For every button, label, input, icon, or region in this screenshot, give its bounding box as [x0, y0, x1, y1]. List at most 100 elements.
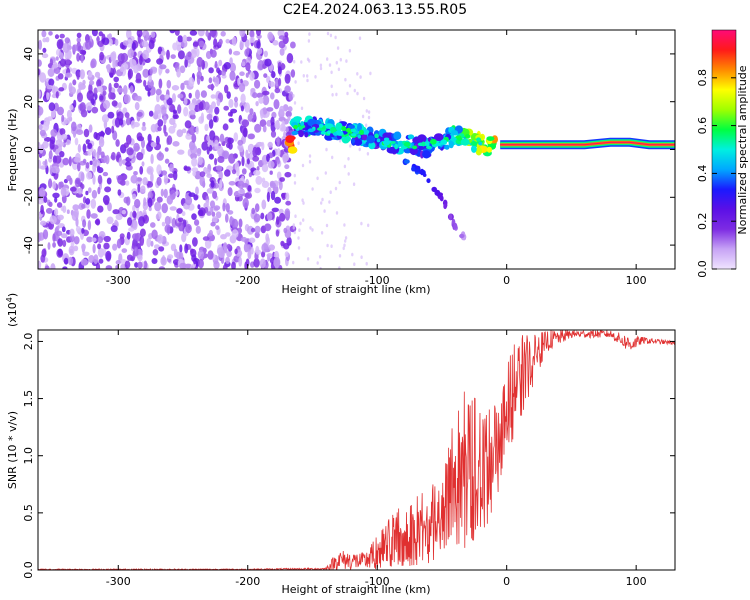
noise-blob: [151, 229, 158, 240]
noise-blob: [288, 91, 294, 101]
noise-speck: [328, 200, 331, 204]
secondary-blob: [453, 222, 458, 230]
noise-blob: [49, 58, 54, 68]
noise-speck: [319, 63, 323, 68]
noise-blob: [156, 176, 162, 186]
snr-y-tick-label: 2.0: [22, 333, 35, 351]
noise-blob: [90, 213, 98, 219]
ridge-peak: [478, 141, 483, 146]
noise-blob: [39, 72, 47, 83]
noise-blob: [140, 185, 146, 193]
noise-blob: [244, 261, 248, 269]
noise-blob: [45, 207, 53, 214]
noise-blob: [98, 138, 105, 148]
noise-blob: [266, 212, 273, 221]
noise-blob: [228, 181, 236, 186]
noise-blob: [287, 106, 293, 112]
noise-blob: [238, 256, 243, 267]
ridge-peak: [351, 133, 357, 137]
noise-blob: [76, 37, 81, 43]
noise-blob: [57, 214, 64, 221]
noise-speck: [293, 181, 297, 185]
noise-blob: [46, 91, 50, 101]
noise-blob: [72, 204, 80, 211]
noise-blob: [192, 41, 199, 47]
noise-blob: [218, 59, 223, 67]
noise-blob: [256, 30, 261, 36]
noise-blob: [150, 222, 156, 228]
noise-blob: [177, 93, 184, 99]
noise-blob: [87, 220, 92, 231]
noise-blob: [172, 42, 178, 51]
noise-blob: [237, 189, 246, 194]
ridge-blob: [287, 146, 298, 154]
ridge-peak: [336, 130, 344, 136]
noise-blob: [215, 225, 220, 231]
secondary-blob: [434, 189, 441, 196]
ridge-peak: [465, 134, 471, 139]
noise-speck: [331, 155, 334, 160]
spectrogram-x-tick-label: 100: [626, 274, 647, 287]
noise-blob: [97, 186, 101, 195]
noise-blob: [128, 227, 135, 232]
noise-blob: [217, 156, 225, 163]
noise-blob: [147, 168, 153, 174]
noise-blob: [240, 236, 247, 242]
noise-blob: [145, 32, 150, 39]
noise-blob: [133, 246, 139, 257]
noise-speck: [297, 141, 300, 145]
noise-blob: [66, 175, 72, 182]
noise-blob: [216, 98, 221, 107]
noise-speck: [330, 84, 333, 89]
noise-speck: [346, 91, 349, 96]
snr-frame: [37, 329, 676, 571]
noise-blob: [146, 237, 152, 248]
ridge-blob: [348, 124, 355, 130]
noise-blob: [49, 215, 57, 225]
noise-blob: [224, 84, 229, 94]
noise-blob: [68, 156, 72, 167]
noise-blob: [221, 249, 225, 258]
ridge-peak: [430, 138, 437, 145]
noise-blob: [164, 131, 168, 137]
noise-speck: [308, 59, 311, 63]
noise-speck: [307, 39, 311, 43]
spectrogram-y-ticks: -40 -20 0 20 40: [22, 47, 675, 254]
noise-blob: [250, 87, 256, 93]
noise-blob: [208, 118, 214, 129]
noise-speck: [301, 198, 304, 202]
noise-speck: [347, 172, 350, 176]
noise-speck: [292, 225, 295, 230]
noise-blob: [93, 131, 98, 140]
noise-blob: [69, 104, 74, 111]
noise-speck: [344, 77, 347, 82]
ridge-peak: [350, 128, 357, 133]
spectrogram-x-tick-label: 0: [503, 274, 510, 287]
noise-blob: [113, 76, 119, 83]
noise-blob: [91, 106, 99, 114]
noise-blob: [272, 40, 279, 46]
noise-blob: [87, 149, 92, 156]
ridge-blob: [471, 145, 477, 153]
noise-blob: [196, 74, 201, 86]
noise-speck: [334, 35, 337, 40]
colorbar-ticks: 0.0 0.2 0.4 0.6 0.8: [696, 29, 737, 278]
noise-blob: [276, 136, 280, 147]
noise-blob: [191, 157, 198, 167]
noise-blob: [267, 141, 273, 148]
noise-blob: [87, 71, 93, 78]
noise-speck: [306, 78, 309, 83]
noise-blob: [127, 48, 134, 59]
ridge-blob: [393, 131, 402, 140]
noise-speck: [335, 60, 338, 65]
noise-blob: [172, 93, 176, 103]
noise-blob: [134, 95, 142, 101]
noise-speck: [361, 114, 365, 119]
noise-blob: [38, 232, 42, 243]
noise-blob: [241, 61, 246, 67]
noise-blob: [112, 67, 117, 75]
noise-blob: [81, 50, 86, 56]
noise-blob: [240, 105, 244, 112]
noise-speck: [352, 182, 356, 186]
noise-blob: [69, 234, 75, 243]
